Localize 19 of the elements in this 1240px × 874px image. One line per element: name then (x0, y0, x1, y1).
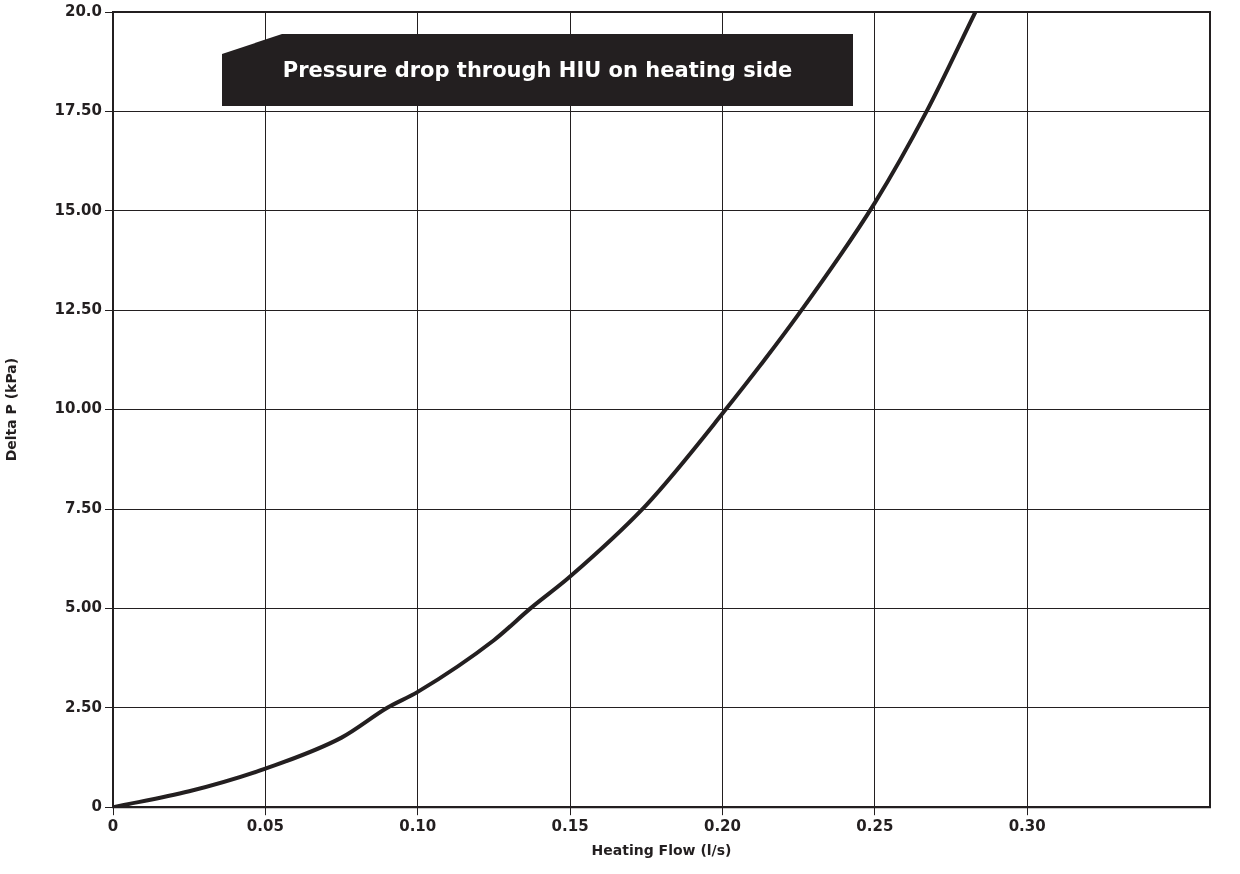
x-tick-label: 0.20 (703, 817, 741, 836)
y-tick-label: 12.50 (54, 300, 102, 319)
text: Pressure drop through HIU on heating side (281, 57, 794, 84)
x-tick-label: 0.30 (1008, 817, 1046, 836)
y-tick-label: 7.50 (64, 498, 102, 517)
y-tick-label: 15.00 (54, 200, 102, 219)
y-tick-label: 17.50 (54, 101, 102, 120)
x-tick-label: 0.15 (551, 817, 589, 836)
y-tick-label: 10.00 (54, 399, 102, 418)
x-tick-label: 0.05 (246, 817, 284, 836)
x-axis-title: Heating Flow (l/s) (591, 842, 732, 859)
y-tick-label: 5.00 (64, 598, 102, 617)
x-tick-label: 0.25 (856, 817, 894, 836)
x-tick-label: 0.10 (399, 817, 437, 836)
y-axis-title: Delta P (kPa) (3, 357, 20, 462)
y-tick-label: 0 (91, 797, 102, 816)
x-tick-label: 0 (107, 817, 119, 836)
y-tick-label: 20.0 (64, 1, 102, 20)
y-tick-label: 2.50 (64, 697, 102, 716)
